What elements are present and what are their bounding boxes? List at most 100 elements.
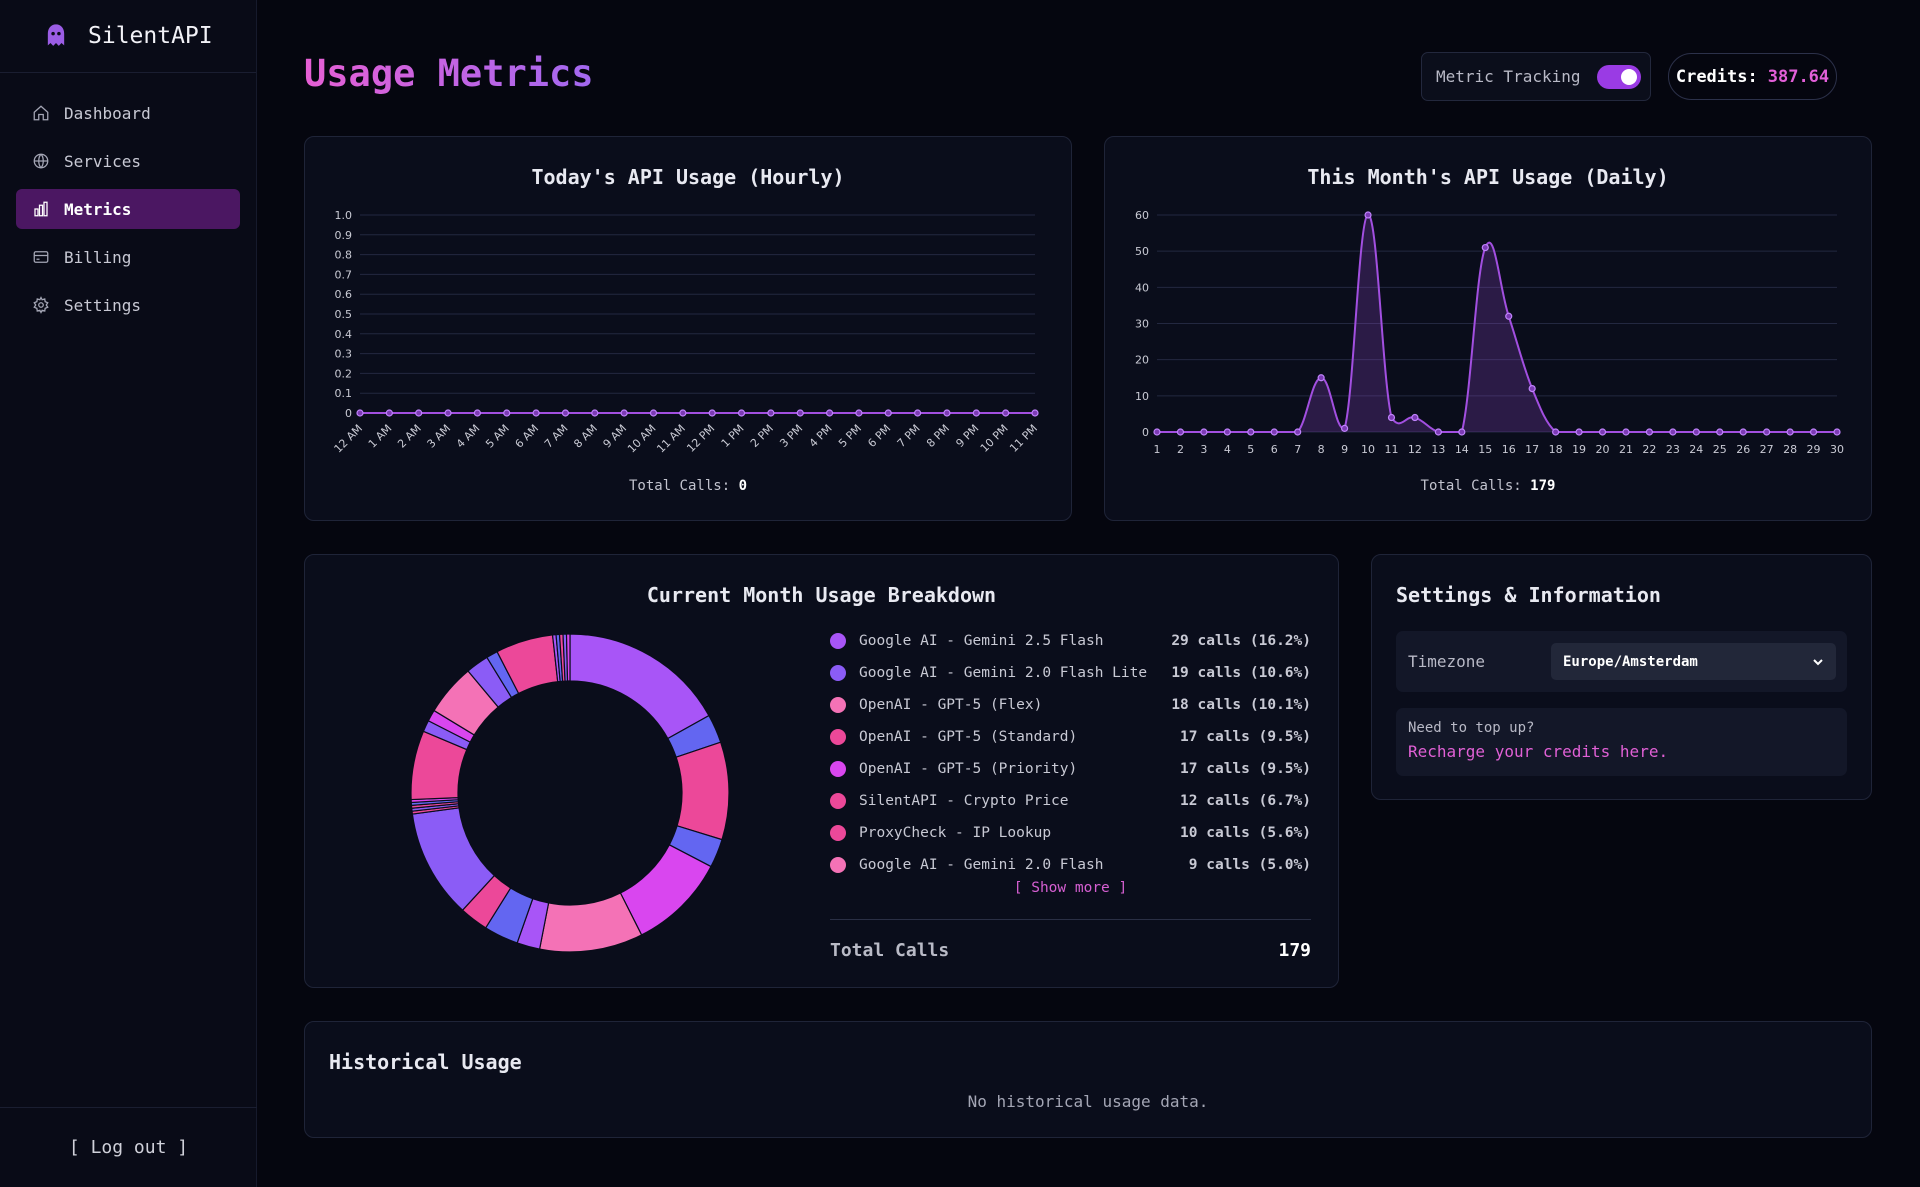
x-tick-label: 5 PM xyxy=(836,422,864,450)
y-tick-label: 0.6 xyxy=(335,288,353,301)
data-point[interactable] xyxy=(561,409,570,417)
sidebar-item-metrics[interactable]: Metrics xyxy=(16,189,240,229)
data-point[interactable] xyxy=(1622,428,1630,436)
data-point[interactable] xyxy=(1200,428,1208,436)
data-point[interactable] xyxy=(679,409,687,417)
legend-item[interactable]: ProxyCheck - IP Lookup 10 calls (5.6%) xyxy=(830,817,1311,849)
data-point[interactable] xyxy=(1716,428,1724,436)
data-point[interactable] xyxy=(943,409,951,417)
breakdown-divider xyxy=(830,919,1311,920)
x-tick-label: 24 xyxy=(1689,443,1703,456)
data-point[interactable] xyxy=(1411,413,1419,422)
data-point[interactable] xyxy=(708,409,716,417)
data-point[interactable] xyxy=(503,409,511,417)
legend-item[interactable]: Google AI - Gemini 2.0 Flash Lite 19 call… xyxy=(830,657,1311,689)
data-point[interactable] xyxy=(1809,428,1818,436)
data-point[interactable] xyxy=(473,409,481,417)
data-point[interactable] xyxy=(1505,312,1513,320)
x-tick-label: 3 xyxy=(1200,443,1207,456)
brand[interactable]: SilentAPI xyxy=(0,0,256,73)
sidebar-item-settings[interactable]: Settings xyxy=(16,285,240,325)
data-point[interactable] xyxy=(1645,428,1654,436)
sidebar-item-dashboard[interactable]: Dashboard xyxy=(16,93,240,133)
legend-label: OpenAI - GPT-5 (Standard) xyxy=(859,729,1078,745)
data-point[interactable] xyxy=(620,409,628,417)
data-point[interactable] xyxy=(444,409,452,417)
data-point[interactable] xyxy=(1692,428,1700,436)
data-point[interactable] xyxy=(649,409,658,417)
sidebar-item-billing[interactable]: Billing xyxy=(16,237,240,277)
x-tick-label: 2 xyxy=(1177,443,1184,456)
metric-tracking-toggle[interactable] xyxy=(1596,64,1641,89)
data-point[interactable] xyxy=(855,409,863,417)
timezone-select[interactable]: Europe/Amsterdam xyxy=(1551,643,1836,680)
data-point[interactable] xyxy=(1223,428,1231,436)
data-point[interactable] xyxy=(1763,428,1771,436)
breakdown-title: Current Month Usage Breakdown xyxy=(646,583,997,607)
timezone-label: Timezone xyxy=(1408,652,1486,671)
legend-color-dot xyxy=(830,665,846,681)
donut-slice[interactable] xyxy=(569,633,710,740)
x-tick-label: 2 PM xyxy=(748,422,776,450)
data-point[interactable] xyxy=(415,409,423,417)
x-tick-label: 30 xyxy=(1830,443,1844,456)
x-tick-label: 4 PM xyxy=(807,422,835,450)
data-point[interactable] xyxy=(1340,424,1349,432)
x-tick-label: 10 xyxy=(1361,443,1375,456)
data-point[interactable] xyxy=(914,409,922,417)
data-point[interactable] xyxy=(1575,428,1583,436)
legend-item[interactable]: Google AI - Gemini 2.5 Flash 29 calls (16… xyxy=(830,625,1311,657)
data-point[interactable] xyxy=(767,409,775,417)
data-point[interactable] xyxy=(1270,428,1278,436)
data-point[interactable] xyxy=(1176,428,1185,436)
legend-item[interactable]: OpenAI - GPT-5 (Priority) 17 calls (9.5%) xyxy=(830,753,1311,785)
data-point[interactable] xyxy=(1739,428,1747,436)
data-point[interactable] xyxy=(1669,428,1677,436)
x-tick-label: 18 xyxy=(1549,443,1563,456)
data-point[interactable] xyxy=(737,409,746,417)
data-point[interactable] xyxy=(591,409,599,417)
data-point[interactable] xyxy=(1481,243,1489,252)
data-point[interactable] xyxy=(972,409,980,417)
data-point[interactable] xyxy=(884,409,892,417)
breakdown-total: Total Calls 179 xyxy=(830,940,1311,961)
legend-item[interactable]: Google AI - Gemini 2.0 Flash 9 calls (5.0… xyxy=(830,849,1311,881)
donut-slice[interactable] xyxy=(565,633,571,682)
data-point[interactable] xyxy=(1031,409,1039,417)
data-point[interactable] xyxy=(1833,428,1841,436)
data-point[interactable] xyxy=(1294,428,1302,436)
legend-item[interactable]: OpenAI - GPT-5 (Flex) 18 calls (10.1%) xyxy=(830,689,1311,721)
data-point[interactable] xyxy=(796,409,804,417)
data-point[interactable] xyxy=(1002,409,1010,417)
x-tick-label: 1 xyxy=(1154,443,1161,456)
sidebar-item-services[interactable]: Services xyxy=(16,141,240,181)
data-point[interactable] xyxy=(1528,385,1536,393)
donut-slice[interactable] xyxy=(675,741,730,841)
data-point[interactable] xyxy=(1364,211,1372,219)
data-point[interactable] xyxy=(1153,428,1161,436)
legend-value: 9 calls (5.0%) xyxy=(1188,857,1311,873)
legend-color-dot xyxy=(830,697,846,713)
data-point[interactable] xyxy=(1458,428,1466,436)
show-more-button[interactable]: [ Show more ] xyxy=(1013,880,1128,896)
data-point[interactable] xyxy=(1317,374,1325,382)
y-tick-label: 0.5 xyxy=(335,308,353,321)
logout-button[interactable]: [ Log out ] xyxy=(0,1107,257,1187)
x-tick-label: 6 AM xyxy=(513,422,542,451)
data-point[interactable] xyxy=(825,409,834,417)
data-point[interactable] xyxy=(1434,428,1442,436)
x-tick-label: 29 xyxy=(1807,443,1821,456)
data-point[interactable] xyxy=(1598,428,1607,436)
data-point[interactable] xyxy=(532,409,540,417)
data-point[interactable] xyxy=(1387,413,1396,422)
legend-item[interactable]: SilentAPI - Crypto Price 12 calls (6.7%) xyxy=(830,785,1311,817)
recharge-credits-link[interactable]: Recharge your credits here. xyxy=(1408,742,1669,761)
data-point[interactable] xyxy=(1247,428,1255,436)
data-point[interactable] xyxy=(1552,428,1560,436)
y-tick-label: 0.3 xyxy=(335,348,353,361)
data-point[interactable] xyxy=(385,409,393,417)
data-point[interactable] xyxy=(1786,428,1794,436)
x-tick-label: 14 xyxy=(1455,443,1469,456)
legend-item[interactable]: OpenAI - GPT-5 (Standard) 17 calls (9.5%) xyxy=(830,721,1311,753)
data-point[interactable] xyxy=(356,409,364,417)
